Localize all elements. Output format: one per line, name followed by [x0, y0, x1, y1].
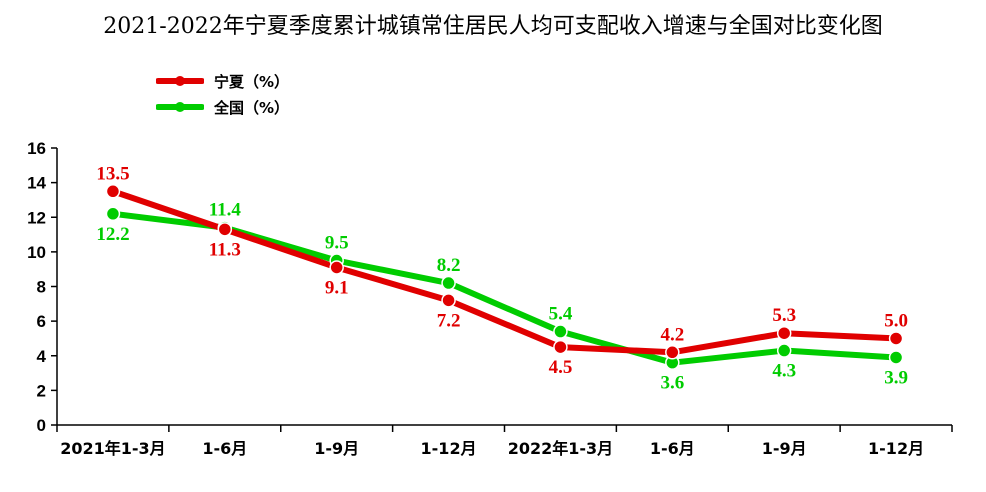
x-tick-label: 1-12月: [421, 439, 477, 458]
data-label-national: 9.5: [325, 233, 349, 254]
series-line-national: [109, 210, 900, 366]
legend-marker-national: [175, 102, 185, 112]
data-label-ningxia: 7.2: [437, 310, 461, 331]
y-tick-label: 12: [27, 208, 46, 227]
data-label-national: 11.4: [209, 200, 242, 221]
data-point-ningxia: [888, 331, 904, 346]
data-label-national: 12.2: [96, 224, 129, 245]
data-label-national: 3.6: [660, 373, 684, 394]
series-line-ningxia: [109, 188, 900, 356]
y-tick-label: 14: [27, 174, 46, 193]
y-tick-label: 6: [37, 312, 46, 331]
data-label-ningxia: 5.3: [772, 305, 796, 326]
data-point-ningxia: [441, 293, 456, 308]
data-point-national: [105, 206, 121, 222]
data-point-national: [776, 343, 792, 358]
data-point-national: [888, 350, 904, 365]
data-point-national: [553, 324, 568, 339]
data-label-ningxia: 13.5: [96, 163, 129, 184]
data-label-ningxia: 9.1: [325, 277, 349, 298]
y-tick-label: 16: [27, 139, 46, 158]
x-tick-label: 1-6月: [650, 439, 695, 458]
legend-marker-ningxia: [175, 76, 185, 86]
legend-swatch-national: [156, 102, 204, 112]
y-tick-label: 8: [37, 278, 46, 297]
x-tick-label: 2022年1-3月: [508, 439, 613, 458]
data-label-national: 4.3: [772, 361, 796, 382]
data-label-ningxia: 4.5: [549, 357, 573, 378]
x-tick-label: 1-9月: [314, 439, 359, 458]
legend-label-ningxia: 宁夏（%）: [214, 72, 290, 91]
data-label-national: 8.2: [437, 255, 461, 276]
y-tick-label: 0: [37, 416, 46, 435]
x-tick-label: 1-12月: [868, 439, 924, 458]
legend-item-national: 全国（%）: [156, 94, 289, 120]
y-tick-label: 2: [37, 381, 46, 400]
data-point-ningxia: [105, 184, 121, 199]
chart-title: 2021-2022年宁夏季度累计城镇常住居民人均可支配收入增速与全国对比变化图: [103, 14, 883, 39]
data-point-national: [441, 275, 456, 291]
data-label-national: 3.9: [884, 367, 908, 388]
data-label-ningxia: 4.2: [660, 324, 684, 345]
data-point-ningxia: [776, 325, 792, 341]
data-point-ningxia: [329, 260, 344, 275]
x-tick-label: 1-6月: [202, 439, 247, 458]
y-tick-label: 4: [37, 347, 47, 366]
legend: 宁夏（%） 全国（%）: [156, 68, 289, 120]
x-tick-label: 1-9月: [762, 439, 807, 458]
data-point-ningxia: [553, 339, 568, 355]
data-label-national: 5.4: [549, 304, 573, 325]
data-point-ningxia: [665, 345, 680, 360]
data-label-ningxia: 5.0: [884, 310, 908, 331]
y-tick-label: 10: [27, 243, 46, 262]
legend-label-national: 全国（%）: [214, 98, 290, 117]
x-tick-label: 2021年1-3月: [60, 439, 165, 458]
data-point-ningxia: [217, 222, 233, 237]
data-label-ningxia: 11.3: [209, 239, 241, 260]
legend-swatch-ningxia: [156, 76, 204, 86]
legend-item-ningxia: 宁夏（%）: [156, 68, 289, 94]
